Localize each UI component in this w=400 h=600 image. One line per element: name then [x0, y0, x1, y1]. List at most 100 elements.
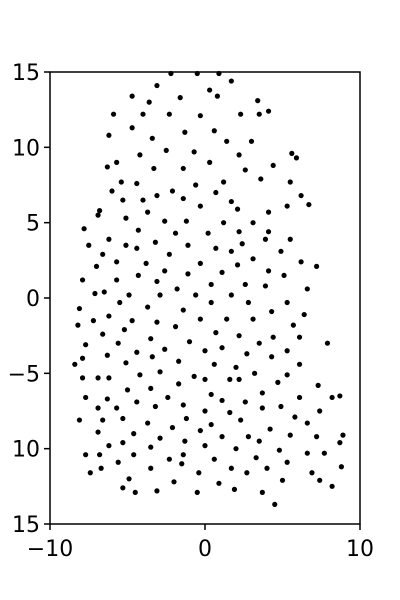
- data-point: [185, 271, 191, 277]
- data-point: [154, 278, 160, 285]
- data-point: [238, 111, 244, 117]
- data-point: [176, 381, 182, 387]
- data-point: [145, 420, 151, 426]
- data-point: [134, 245, 140, 251]
- data-point: [236, 333, 242, 339]
- data-point: [238, 417, 244, 423]
- data-point: [148, 444, 154, 450]
- y-tick-label: 5: [26, 212, 40, 237]
- data-point: [135, 227, 141, 233]
- data-point: [120, 485, 126, 491]
- data-point: [106, 236, 112, 242]
- data-point: [149, 354, 155, 360]
- data-point: [234, 206, 241, 212]
- data-point: [115, 459, 121, 465]
- data-point: [298, 259, 304, 265]
- data-point: [152, 403, 158, 410]
- data-point: [324, 340, 331, 346]
- data-point: [72, 361, 78, 367]
- data-point: [123, 242, 129, 248]
- data-point: [182, 438, 188, 444]
- data-point: [309, 470, 315, 476]
- data-point: [174, 286, 180, 292]
- data-point: [179, 461, 185, 467]
- data-point: [284, 348, 290, 354]
- data-point: [306, 201, 312, 208]
- data-point: [162, 346, 168, 352]
- data-point: [208, 421, 214, 428]
- data-point: [296, 394, 303, 401]
- data-point: [219, 269, 225, 275]
- data-point: [279, 477, 286, 483]
- data-point: [186, 339, 193, 345]
- data-point: [197, 203, 203, 209]
- data-point: [278, 248, 284, 254]
- data-point: [137, 372, 143, 378]
- data-point: [250, 220, 256, 226]
- data-point: [143, 260, 149, 266]
- data-point: [301, 311, 307, 318]
- data-point: [244, 470, 250, 476]
- data-point: [118, 179, 124, 185]
- data-point: [256, 111, 262, 117]
- y-axis: 15 10 5 0 −5 10 15: [8, 61, 50, 538]
- x-tick-label: 10: [346, 537, 374, 562]
- y-tick-label: 10: [12, 438, 40, 463]
- data-point: [131, 452, 137, 458]
- data-point: [146, 99, 152, 105]
- data-point: [148, 385, 154, 391]
- data-point: [329, 394, 335, 401]
- data-point: [213, 189, 219, 196]
- data-point: [76, 417, 83, 423]
- data-point: [227, 376, 233, 382]
- data-point: [101, 289, 107, 295]
- data-point: [123, 360, 129, 366]
- data-point: [265, 108, 272, 114]
- data-point: [169, 188, 176, 194]
- data-point: [258, 176, 264, 182]
- data-point: [248, 138, 255, 144]
- data-point: [314, 434, 320, 440]
- data-point: [180, 307, 186, 313]
- data-point: [208, 281, 214, 288]
- data-point: [253, 455, 259, 461]
- data-point: [114, 159, 120, 165]
- data-point: [236, 229, 242, 235]
- data-point: [162, 218, 168, 224]
- data-point: [219, 397, 225, 404]
- data-point: [216, 480, 222, 486]
- data-point: [213, 245, 219, 251]
- data-point: [256, 438, 262, 444]
- data-point: [234, 262, 241, 268]
- data-point: [207, 159, 213, 165]
- data-point: [172, 230, 179, 236]
- data-point: [315, 382, 321, 388]
- data-point: [321, 450, 327, 456]
- data-point: [228, 198, 234, 205]
- data-point: [207, 87, 213, 93]
- data-point: [338, 464, 344, 470]
- y-tick-label: −5: [8, 362, 40, 387]
- data-point: [169, 424, 176, 431]
- data-point: [270, 334, 276, 340]
- data-point: [245, 434, 251, 440]
- data-point: [104, 352, 110, 358]
- y-tick-label: 15: [12, 513, 40, 538]
- data-point: [97, 208, 103, 214]
- data-point: [93, 263, 100, 269]
- data-point: [194, 489, 200, 495]
- data-point: [157, 292, 163, 298]
- data-point: [224, 138, 230, 144]
- data-point: [255, 98, 261, 104]
- data-point: [95, 375, 101, 381]
- data-point: [292, 414, 298, 420]
- data-point: [134, 180, 140, 187]
- data-point: [202, 376, 208, 382]
- data-point: [219, 434, 225, 440]
- data-point: [231, 486, 238, 492]
- data-point: [137, 152, 143, 158]
- data-point: [114, 259, 120, 265]
- data-point: [202, 408, 208, 414]
- data-point: [304, 450, 310, 456]
